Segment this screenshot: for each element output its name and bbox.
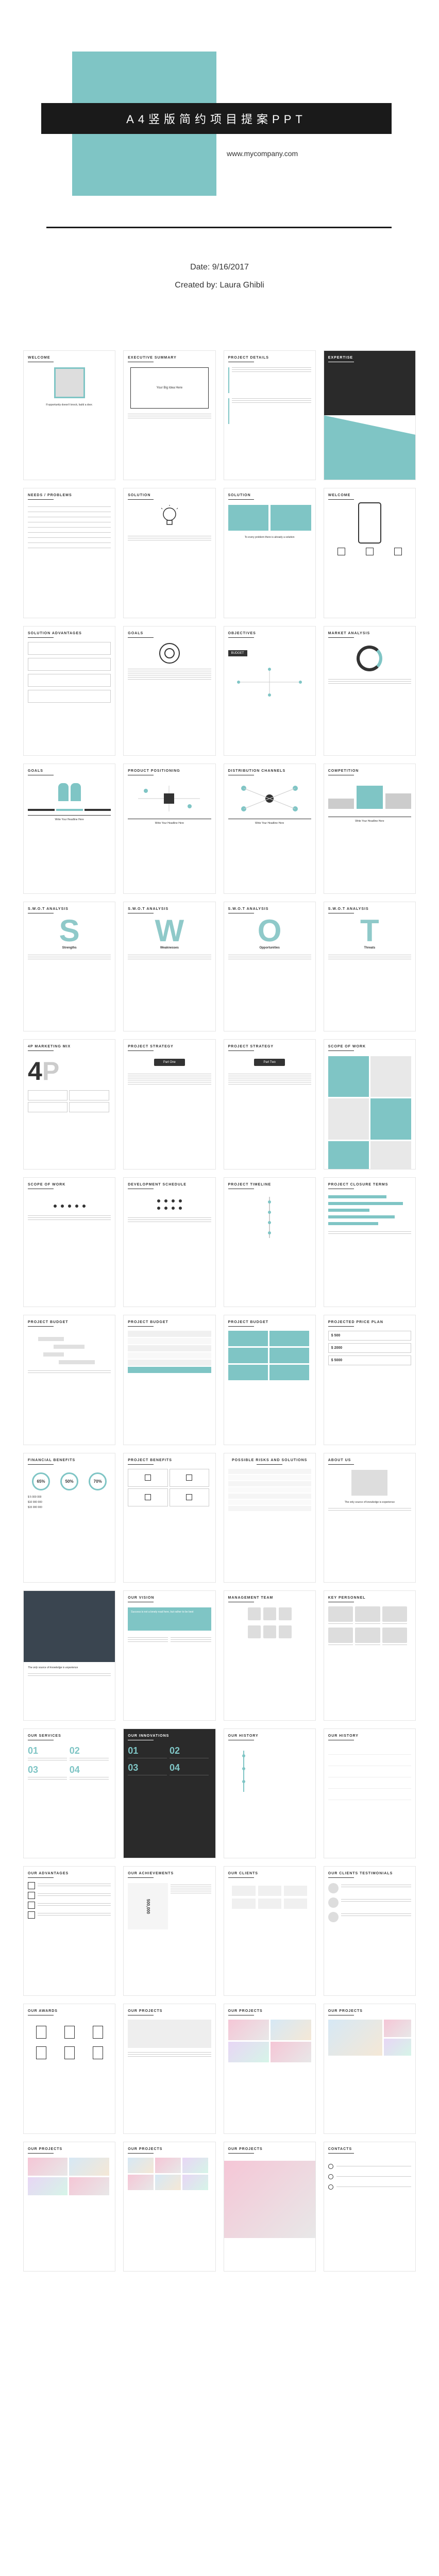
slide-history-1[interactable]: OUR HISTORY [224,1728,316,1858]
slide-solution-2[interactable]: SOLUTION To every problem there is alrea… [224,488,316,618]
slide-budget-2[interactable]: PROJECT BUDGET [123,1315,215,1445]
slide-swot-s[interactable]: S.W.O.T ANALYSIS S Strengths [23,902,115,1031]
slide-dev-schedule[interactable]: DEVELOPMENT SCHEDULE [123,1177,215,1307]
date-text: Date: 9/16/2017 [0,263,439,272]
divider-line [46,227,392,228]
avatar [263,1625,276,1638]
phone-icon [328,2164,333,2169]
slide-clients[interactable]: OUR CLIENTS [224,1866,316,1996]
avatar [279,1625,292,1638]
photo-placeholder [224,2161,315,2238]
slide-achievements[interactable]: OUR ACHIEVEMENTS 500,000 [123,1866,215,1996]
slide-management-team[interactable]: MANAGEMENT TEAM [224,1590,316,1720]
slide-swot-w[interactable]: S.W.O.T ANALYSIS W Weaknesses [123,902,215,1031]
slide-exec-summary[interactable]: EXECUTIVE SUMMARY Your Big Idea Here [123,350,215,480]
slide-about-us[interactable]: ABOUT US The only source of knowledge is… [324,1453,416,1583]
slide-project-benefits[interactable]: PROJECT BENEFITS [123,1453,215,1583]
slide-goals-people[interactable]: GOALS Write Your Headline Here [23,764,115,893]
award-icon [93,2026,103,2039]
award-icon [36,2026,46,2039]
slide-objectives[interactable]: OBJECTIVES BUDGET [224,626,316,756]
slide-risks[interactable]: POSSIBLE RISKS AND SOLUTIONS [224,1453,316,1583]
lightbulb-icon [159,505,180,531]
location-icon [328,2184,333,2190]
slide-projects-1[interactable]: OUR PROJECTS [123,2004,215,2133]
avatar [263,1607,276,1620]
slide-strategy-2[interactable]: PROJECT STRATEGY Part Two [224,1039,316,1169]
slide-testimonial[interactable]: The only source of knowledge is experien… [23,1590,115,1720]
creator-text: Created by: Laura Ghibli [0,281,439,290]
slide-budget-1[interactable]: PROJECT BUDGET [23,1315,115,1445]
title-bar: A4竖版简约项目提案PPT [41,103,392,134]
slide-projects-5[interactable]: OUR PROJECTS [123,2142,215,2272]
slide-timeline[interactable]: PROJECT TIMELINE [224,1177,316,1307]
slide-budget-3[interactable]: PROJECT BUDGET [224,1315,316,1445]
slide-expertise[interactable]: EXPERTISE [324,350,416,480]
slide-welcome[interactable]: WELCOME If opportunity doesn't knock, bu… [23,350,115,480]
slide-price-plan[interactable]: PROJECTED PRICE PLAN $ 500 $ 2000 $ 5000 [324,1315,416,1445]
donut-chart-icon [357,646,382,671]
slide-solution-advantages[interactable]: SOLUTION ADVANTAGES [23,626,115,756]
website-url: www.mycompany.com [227,149,298,158]
slide-projects-2[interactable]: OUR PROJECTS [224,2004,316,2133]
photo-placeholder [351,1470,387,1496]
slide-project-details[interactable]: PROJECT DETAILS [224,350,316,480]
slide-goals-target[interactable]: GOALS [123,626,215,756]
slide-projects-3[interactable]: OUR PROJECTS [324,2004,416,2133]
slide-innovations[interactable]: OUR INNOVATIONS 01 02 03 04 [123,1728,215,1858]
email-icon [328,2174,333,2179]
slide-advantages[interactable]: OUR ADVANTAGES [23,1866,115,1996]
slide-awards[interactable]: OUR AWARDS [23,2004,115,2133]
slide-scope-2[interactable]: SCOPE OF WORK [23,1177,115,1307]
phone-icon [358,502,381,544]
header-section: A4竖版简约项目提案PPT www.mycompany.com Date: 9/… [0,0,439,335]
slide-solution-1[interactable]: SOLUTION [123,488,215,618]
slide-competition[interactable]: COMPETITION Write Your Headline Here [324,764,416,893]
slide-projects-6[interactable]: OUR PROJECTS [224,2142,316,2272]
photo-placeholder [54,367,85,398]
people-icon [28,783,111,801]
avatar [248,1607,261,1620]
slide-market-analysis[interactable]: MARKET ANALYSIS [324,626,416,756]
main-title: A4竖版简约项目提案PPT [126,110,307,127]
slide-vision[interactable]: OUR VISION Success is not a lonely road … [123,1590,215,1720]
slide-needs-problems[interactable]: NEEDS / PROBLEMS [23,488,115,618]
slide-welcome-phone[interactable]: WELCOME [324,488,416,618]
award-icon [64,2026,75,2039]
slide-closure-terms[interactable]: PROJECT CLOSURE TERMS [324,1177,416,1307]
slide-product-positioning[interactable]: PRODUCT POSITIONING Write Your Headline … [123,764,215,893]
avatar [279,1607,292,1620]
slide-testimonials[interactable]: OUR CLIENTS TESTIMONIALS [324,1866,416,1996]
slide-financial-benefits[interactable]: FINANCIAL BENEFITS 65% 50% 70% $ 5 000 0… [23,1453,115,1583]
slide-contacts[interactable]: CONTACTS [324,2142,416,2272]
slide-strategy-1[interactable]: PROJECT STRATEGY Part One [123,1039,215,1169]
slide-history-2[interactable]: OUR HISTORY [324,1728,416,1858]
slide-key-personnel[interactable]: KEY PERSONNEL [324,1590,416,1720]
slide-4p[interactable]: 4P MARKETING MIX 4P [23,1039,115,1169]
photo-placeholder [24,1591,115,1662]
avatar [248,1625,261,1638]
slide-projects-4[interactable]: OUR PROJECTS [23,2142,115,2272]
award-icon [93,2046,103,2059]
target-icon [159,643,180,664]
slide-swot-o[interactable]: S.W.O.T ANALYSIS O Opportunities [224,902,316,1031]
award-icon [36,2046,46,2059]
slide-swot-t[interactable]: S.W.O.T ANALYSIS T Threats [324,902,416,1031]
slide-services[interactable]: OUR SERVICES 01 02 03 04 [23,1728,115,1858]
footer-spacer [0,2287,439,2338]
slides-grid: WELCOME If opportunity doesn't knock, bu… [0,335,439,2287]
slide-distribution[interactable]: DISTRIBUTION CHANNELS Write Your Headlin… [224,764,316,893]
award-icon [64,2046,75,2059]
slide-scope-1[interactable]: SCOPE OF WORK [324,1039,416,1169]
photo-placeholder [128,2020,211,2048]
